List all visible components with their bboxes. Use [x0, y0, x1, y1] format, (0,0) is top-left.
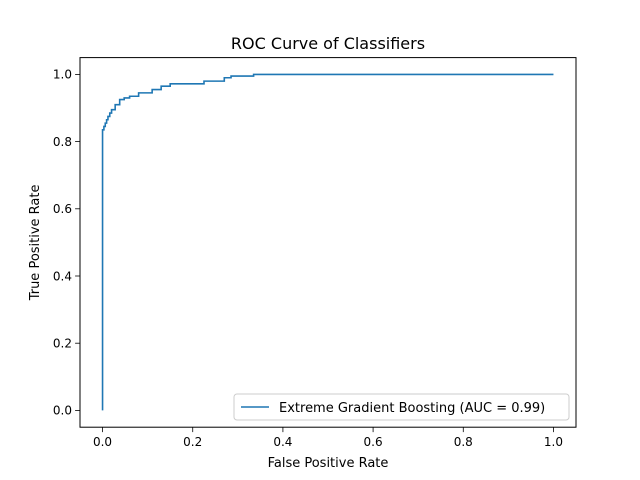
y-tick-label: 1.0	[53, 68, 72, 82]
x-tick-label: 0.8	[454, 435, 473, 449]
x-tick-label: 0.2	[183, 435, 202, 449]
y-tick-label: 0.6	[53, 202, 72, 216]
y-tick-label: 0.2	[53, 337, 72, 351]
x-tick-label: 1.0	[544, 435, 563, 449]
chart-title: ROC Curve of Classifiers	[231, 34, 425, 53]
x-tick-label: 0.0	[93, 435, 112, 449]
plot-frame	[79, 57, 577, 428]
series-line-0	[101, 73, 554, 411]
y-axis-label: True Positive Rate	[28, 184, 43, 301]
y-tick-label: 0.4	[53, 269, 72, 283]
x-tick-label: 0.4	[273, 435, 292, 449]
x-tick-label: 0.6	[364, 435, 383, 449]
x-axis-label: False Positive Rate	[268, 456, 389, 471]
legend-box	[233, 393, 570, 421]
y-tick-label: 0.8	[53, 135, 72, 149]
legend-label: Extreme Gradient Boosting (AUC = 0.99)	[279, 401, 545, 416]
series-layer	[101, 73, 554, 411]
y-tick-label: 0.0	[53, 404, 72, 418]
legend: Extreme Gradient Boosting (AUC = 0.99)	[233, 393, 570, 421]
x-axis-ticks: 0.0 0.2 0.4 0.6 0.8 1.0	[93, 427, 563, 449]
y-axis-ticks: 0.0 0.2 0.4 0.6 0.8 1.0	[53, 68, 80, 418]
